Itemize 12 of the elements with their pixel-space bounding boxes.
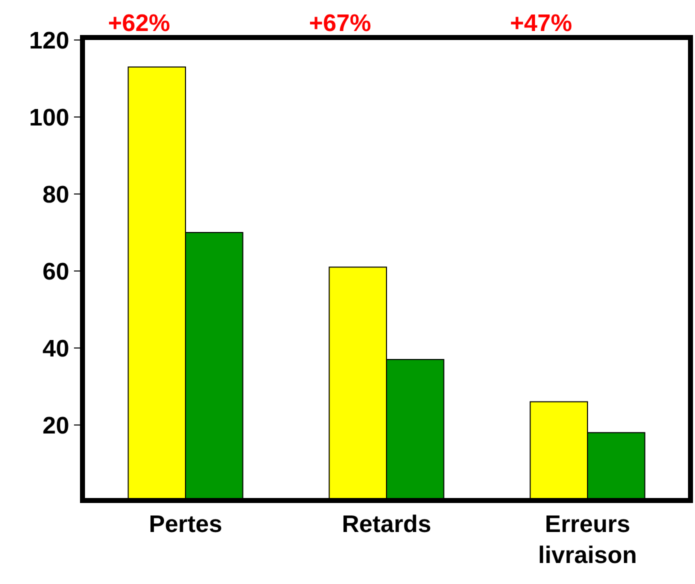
y-tick-label: 60 bbox=[42, 258, 70, 286]
text: +47% bbox=[510, 10, 572, 37]
text: +67% bbox=[309, 10, 372, 37]
y-tick-label: 20 bbox=[42, 412, 70, 440]
y-tick-label: 40 bbox=[42, 335, 70, 362]
x-tick-label: Pertes bbox=[148, 510, 222, 538]
y-tick-label: 80 bbox=[42, 181, 70, 208]
x-tick-label: Erreurs livraison bbox=[538, 510, 637, 569]
y-tick-label: 100 bbox=[29, 104, 70, 132]
x-tick-label: Retards bbox=[342, 510, 432, 538]
y-tick-label: 120 bbox=[29, 27, 70, 54]
text: +62% bbox=[108, 10, 170, 37]
